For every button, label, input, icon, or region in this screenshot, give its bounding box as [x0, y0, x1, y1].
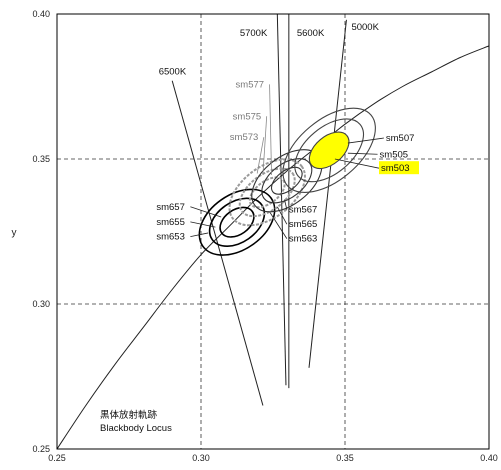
- isotherm-line: [308, 19, 347, 368]
- ellipse-sm565: [261, 158, 313, 204]
- leader-line: [190, 221, 216, 228]
- leader-line: [284, 199, 288, 210]
- ellipse-layer: [198, 107, 376, 256]
- highlight-box: [379, 161, 419, 175]
- isotherm-label: 6500K: [159, 67, 187, 78]
- leader-line: [262, 116, 268, 175]
- label-sm565: sm565: [289, 219, 318, 230]
- ellipse-sm503: [282, 107, 376, 193]
- x-tick-label: 0.35: [336, 453, 354, 463]
- label-sm503: sm503: [381, 163, 410, 174]
- leader-line: [269, 212, 288, 239]
- y-tick-label: 0.40: [32, 9, 50, 19]
- y-tick-label: 0.25: [32, 444, 50, 454]
- leader-line: [347, 137, 384, 144]
- label-sm577: sm577: [236, 79, 265, 90]
- leader-line: [276, 206, 288, 225]
- isotherm-layer: 6500K 5700K 5600K 5000K: [159, 13, 380, 406]
- ellipse-sm657: [219, 206, 255, 238]
- grid-lines: [57, 14, 489, 449]
- label-sm573: sm573: [230, 132, 259, 143]
- label-sm507: sm507: [386, 133, 415, 144]
- locus-label: 黒体放射軌跡 Blackbody Locus: [100, 409, 172, 434]
- blackbody-locus-layer: [56, 45, 490, 450]
- leader-line: [190, 206, 222, 218]
- ellipse-sm575: [238, 167, 296, 218]
- ellipse-sm655: [208, 197, 266, 247]
- blackbody-locus-curve: [56, 45, 490, 450]
- tick-labels: 0.25 0.30 0.35 0.40 0.25 0.30 0.35 0.40: [32, 9, 497, 463]
- ellipse-sm577: [248, 176, 286, 209]
- plot-frame: [56, 13, 490, 450]
- label-sm653: sm653: [156, 232, 185, 243]
- ellipse-sm573: [228, 158, 306, 227]
- label-sm563: sm563: [289, 234, 318, 245]
- isotherm-line: [276, 13, 287, 386]
- ellipse-sm653: [198, 188, 276, 256]
- label-sm657: sm657: [156, 202, 185, 213]
- ellipse-sm505: [294, 118, 364, 183]
- label-sm567: sm567: [289, 205, 318, 216]
- isotherm-line: [171, 80, 264, 406]
- isotherm-label: 5700K: [240, 28, 268, 39]
- label-sm655: sm655: [156, 217, 185, 228]
- isotherm-label: 5000K: [351, 22, 379, 33]
- ellipse-sm567: [270, 166, 303, 195]
- y-tick-label: 0.30: [32, 299, 50, 309]
- leader-line: [269, 84, 272, 175]
- x-tick-label: 0.40: [480, 453, 498, 463]
- leader-line: [190, 232, 209, 238]
- x-tick-label: 0.30: [192, 453, 210, 463]
- locus-label-japanese: 黒体放射軌跡: [100, 409, 158, 421]
- label-sm505: sm505: [380, 149, 409, 160]
- leader-line: [334, 158, 380, 169]
- y-tick-label: 0.35: [32, 154, 50, 164]
- leader-line: [347, 152, 378, 155]
- locus-label-english: Blackbody Locus: [100, 423, 172, 434]
- isotherm-label: 5600K: [297, 28, 325, 39]
- y-axis-label: y: [12, 228, 17, 239]
- leader-line: [256, 137, 265, 174]
- label-sm575: sm575: [233, 111, 262, 122]
- x-tick-label: 0.25: [48, 453, 66, 463]
- annotation-layer: sm657 sm655 sm653 sm577 sm575 sm573 sm567 sm565…: [156, 79, 419, 245]
- ellipse-sm507: [308, 131, 350, 170]
